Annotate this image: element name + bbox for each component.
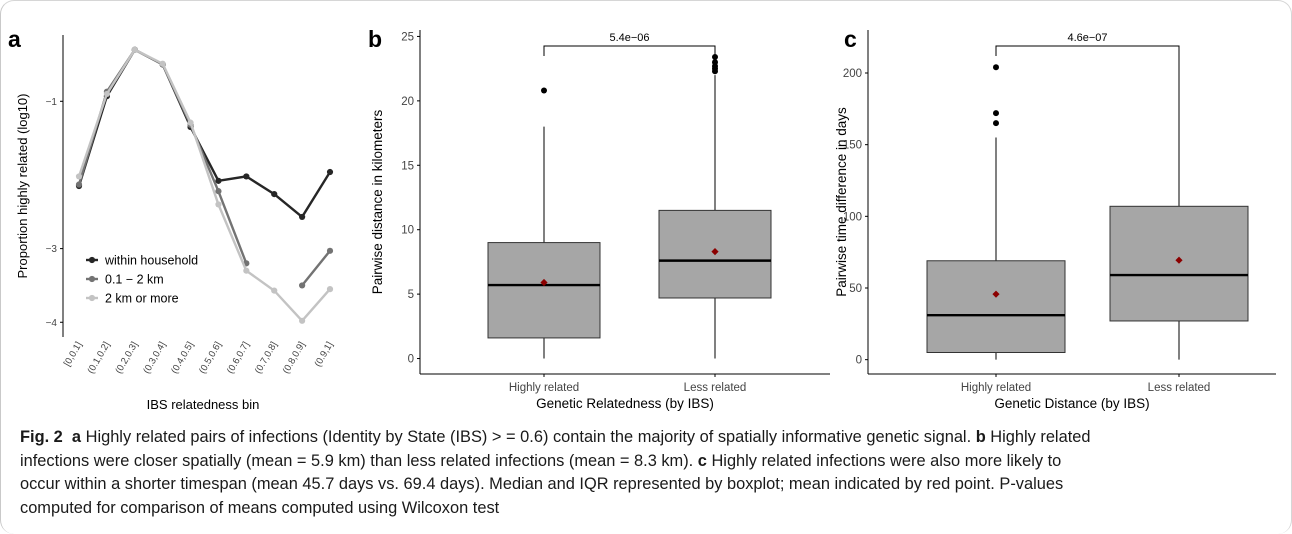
panel-a-series-line (77, 48, 331, 287)
panel-a-xtick-label: (0.4,0.5] (169, 340, 196, 376)
caption-fig-label: Fig. 2 (20, 428, 63, 446)
panel-a-letter: a (8, 26, 21, 52)
panel-b-xtick-label: Highly related (509, 382, 579, 394)
panel-a-point (215, 201, 222, 208)
panel-c-ylabel: Pairwise time difference in days (834, 107, 849, 297)
panel-c-xtick-label: Highly related (961, 382, 1031, 394)
panel-a-series-line (77, 48, 331, 323)
panel-a-point (215, 177, 222, 184)
panel-b-box (487, 242, 601, 339)
panel-a-xtick-label: (0.9,1] (313, 340, 336, 369)
panel-c-ytick-label: 50 (849, 283, 862, 295)
panel-c-mean-marker (1175, 256, 1183, 264)
panel-a-ytick-label: −4 (46, 318, 58, 329)
panel-b-xlabel: Genetic Relatedness (by IBS) (536, 396, 714, 411)
caption-panel-a: a (71, 428, 82, 446)
panel-b-xtick-label: Less related (684, 382, 747, 394)
panel-c-mean-marker (992, 290, 1000, 298)
caption-panel-b: b (975, 428, 986, 446)
panel-a-xtick-label: (0.7,0.8] (253, 340, 280, 376)
panel-a-point (326, 247, 334, 254)
panel-b: b 0 5 10 15 20 25 Highly related Less related 5.4… (368, 26, 830, 411)
panel-a-xtick-label: (0.2,0.3] (113, 340, 140, 376)
caption-panel-c: c (697, 451, 707, 470)
panel-a-point (131, 46, 138, 53)
panel-a-legend-key-point (88, 294, 96, 302)
panel-a-xtick-label: (0.8,0.9] (281, 340, 308, 376)
panel-c-box (926, 260, 1066, 353)
panel-a-point (299, 317, 306, 324)
panel-c-ytick-label: 150 (843, 140, 862, 152)
panel-b-mean-marker (711, 248, 719, 256)
panel-a-xlabel: IBS relatedness bin (147, 397, 260, 412)
panel-b-significance-bracket (543, 45, 716, 56)
panel-a-point (103, 90, 110, 98)
panel-a-point (326, 286, 334, 293)
caption-line-3: occur within a shorter timespan (mean 45… (20, 475, 1064, 494)
panel-a-point (75, 181, 83, 188)
panel-a-point (243, 173, 250, 180)
panel-c-outlier (993, 110, 999, 117)
panel-c: c 0 50 100 150 200 Highly related Less related 4… (834, 26, 1276, 411)
panel-c-significance-bracket (995, 45, 1180, 56)
panel-b-outlier (712, 54, 718, 61)
panel-b-letter: b (368, 26, 382, 52)
caption-text-b-start: Highly related (985, 428, 1091, 446)
panel-a-xtick-label: (0.3,0.4] (141, 340, 168, 376)
panel-a-point (187, 119, 194, 126)
panel-c-xtick-label: Less related (1148, 382, 1211, 394)
panel-a-point (326, 168, 334, 176)
panel-a-series-line (77, 48, 332, 219)
panel-c-ytick-label: 200 (843, 68, 862, 80)
panel-b-ytick-label: 15 (401, 160, 414, 172)
panel-a-legend-key-point (88, 256, 96, 264)
figure-panels: a −1 −3 −4 [0,0.1] (0.1,0.2] (0.2,0.3] (0.3,0.4… (8, 26, 1276, 412)
panel-a-point (299, 213, 306, 221)
panel-b-ytick-label: 10 (401, 225, 414, 237)
panel-a-xtick-label: (0.5,0.6] (197, 340, 224, 376)
panel-b-ytick-label: 25 (401, 31, 414, 43)
panel-a-xtick-label: (0.6,0.7] (225, 340, 252, 376)
panel-a-xtick-label: (0.1,0.2] (86, 340, 113, 376)
panel-a: a −1 −3 −4 [0,0.1] (0.1,0.2] (0.2,0.3] (0.3,0.4… (8, 26, 336, 412)
panel-a-point (159, 60, 166, 67)
panel-a-point (271, 191, 278, 198)
panel-a-point (75, 173, 83, 180)
caption-line-4: computed for comparison of means compute… (20, 498, 500, 517)
panel-a-legend-label: 0.1 − 2 km (105, 273, 164, 287)
panel-b-outlier (541, 87, 547, 94)
panel-b-outlier (712, 59, 718, 66)
panel-b-pvalue: 5.4e−06 (609, 32, 649, 44)
panel-a-xtick-label: [0,0.1] (62, 340, 85, 368)
panel-c-xlabel: Genetic Distance (by IBS) (994, 396, 1149, 411)
caption-text-b: infections were closer spatially (mean =… (20, 451, 698, 470)
panel-a-point (299, 282, 306, 289)
caption-text-c-start: Highly related infections were also more… (706, 451, 1062, 470)
figure-caption: Fig. 2 a Highly related pairs of infecti… (20, 426, 1282, 520)
panel-b-ytick-label: 0 (408, 354, 414, 366)
caption-line-1: Fig. 2 a Highly related pairs of infecti… (20, 426, 1282, 450)
panel-c-outlier (993, 64, 999, 71)
panel-b-ytick-label: 20 (401, 96, 414, 108)
panel-c-letter: c (844, 26, 857, 52)
panel-a-legend-label: 2 km or more (105, 292, 179, 306)
panel-c-outlier (993, 120, 999, 127)
panel-a-ytick-label: −1 (46, 97, 58, 108)
panel-c-ytick-label: 0 (856, 355, 862, 367)
panel-a-point (243, 267, 250, 274)
panel-a-point (271, 287, 278, 294)
panel-a-ytick-label: −3 (46, 244, 58, 255)
panel-a-ylabel: Proportion highly related (log10) (15, 94, 30, 279)
panel-c-ytick-label: 100 (843, 211, 862, 223)
panel-a-point (215, 188, 222, 195)
panel-b-mean-marker (540, 278, 548, 287)
panel-b-ytick-label: 5 (408, 289, 414, 301)
panel-a-legend-key-point (88, 275, 96, 283)
caption-text-a: Highly related pairs of infections (Iden… (81, 428, 976, 446)
panel-a-legend-label: within household (104, 254, 198, 268)
caption-line-2: infections were closer spatially (mean =… (20, 450, 1282, 474)
panel-b-ylabel: Pairwise distance in kilometers (370, 109, 385, 294)
panel-c-pvalue: 4.6e−07 (1067, 32, 1107, 44)
